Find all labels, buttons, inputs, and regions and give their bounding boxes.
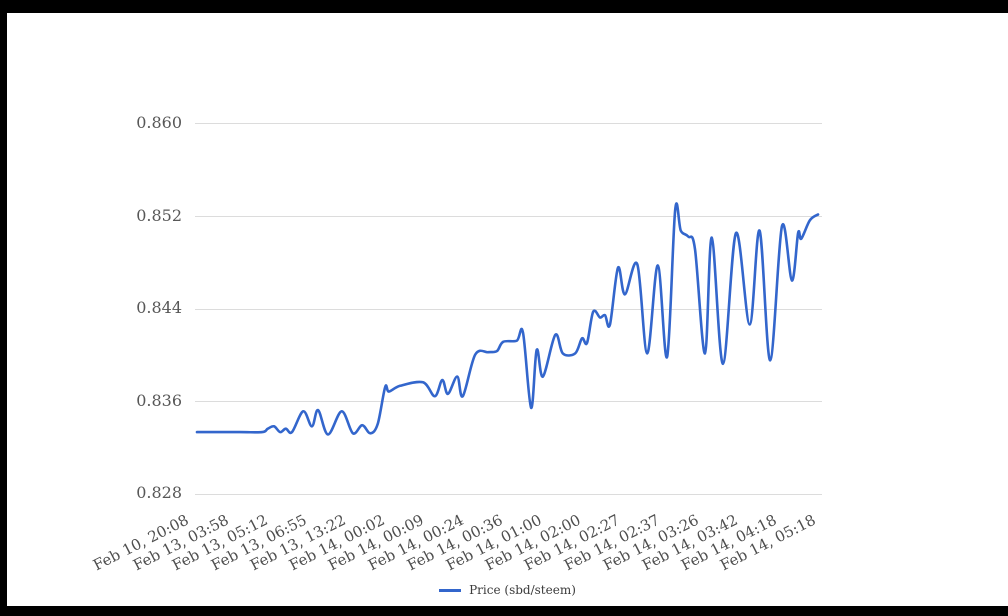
y-gridline — [195, 123, 822, 124]
legend-line-swatch — [439, 588, 462, 592]
y-gridline — [195, 401, 822, 402]
y-axis-label: 0.836 — [136, 391, 182, 410]
y-axis-label: 0.860 — [136, 113, 182, 132]
chart-plot-area — [195, 202, 820, 436]
y-gridline — [195, 493, 822, 495]
price-line-path — [195, 202, 820, 436]
legend: Price (sbd/steem) — [7, 583, 1008, 597]
y-axis-label: 0.828 — [136, 483, 182, 502]
chart-page: 0.860 0.852 0.844 0.836 0.828 Feb 10, 20… — [7, 13, 1008, 606]
legend-label: Price (sbd/steem) — [469, 583, 576, 597]
y-gridline — [195, 216, 822, 217]
y-axis-label: 0.844 — [136, 298, 182, 317]
y-axis-label: 0.852 — [136, 206, 182, 225]
y-gridline — [195, 308, 822, 310]
